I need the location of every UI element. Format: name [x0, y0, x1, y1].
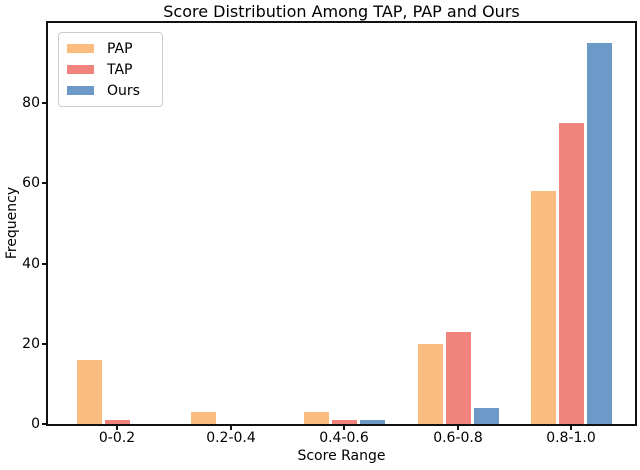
ytick-mark-0: [42, 423, 46, 425]
x-axis-label: Score Range: [297, 448, 386, 464]
ytick-label-0: 0: [31, 416, 40, 432]
chart-title: Score Distribution Among TAP, PAP and Ou…: [163, 2, 520, 21]
bar-ours-0.6-0.8: [474, 408, 499, 424]
ytick-label-40: 40: [22, 255, 40, 272]
legend-item-tap: TAP: [67, 59, 140, 80]
bar-ours-0.8-1.0: [587, 43, 612, 424]
xtick-mark-0.2-0.4: [230, 426, 232, 430]
xtick-mark-0.6-0.8: [457, 426, 459, 430]
plot-area: PAP TAP Ours: [48, 23, 635, 424]
legend-item-pap: PAP: [67, 38, 140, 59]
legend-swatch-tap: [67, 65, 94, 74]
legend: PAP TAP Ours: [58, 32, 163, 107]
bar-pap-0.2-0.4: [191, 412, 216, 424]
xtick-mark-0.8-1.0: [570, 426, 572, 430]
ytick-mark-80: [42, 102, 46, 105]
bar-pap-0.6-0.8: [418, 344, 443, 424]
xtick-label-0.4-0.6: 0.4-0.6: [319, 430, 369, 446]
xtick-mark-0-0.2: [116, 426, 118, 430]
bar-tap-0-0.2: [105, 420, 130, 424]
ytick-label-80: 80: [22, 95, 40, 112]
ytick-label-60: 60: [22, 175, 40, 192]
bar-tap-0.4-0.6: [332, 420, 357, 424]
bar-pap-0-0.2: [77, 360, 102, 424]
bar-ours-0.4-0.6: [360, 420, 385, 424]
xtick-label-0.2-0.4: 0.2-0.4: [206, 430, 256, 446]
xtick-label-0-0.2: 0-0.2: [98, 430, 136, 446]
xtick-label-0.8-1.0: 0.8-1.0: [546, 430, 596, 446]
legend-swatch-ours: [67, 86, 94, 95]
legend-swatch-pap: [67, 44, 94, 53]
ytick-mark-20: [42, 342, 46, 345]
xtick-mark-0.4-0.6: [343, 426, 345, 430]
bar-pap-0.4-0.6: [304, 412, 329, 424]
ytick-label-20: 20: [22, 335, 40, 352]
legend-label-ours: Ours: [107, 82, 140, 99]
bar-tap-0.6-0.8: [446, 332, 471, 424]
legend-item-ours: Ours: [67, 80, 140, 101]
legend-label-tap: TAP: [107, 61, 133, 78]
legend-label-pap: PAP: [107, 40, 133, 57]
y-axis-label: Frequency: [4, 186, 20, 260]
bar-tap-0.8-1.0: [559, 123, 584, 424]
plot-frame: [46, 21, 637, 426]
ytick-mark-40: [42, 262, 46, 265]
ytick-mark-60: [42, 182, 46, 185]
bar-pap-0.8-1.0: [531, 191, 556, 424]
xtick-label-0.6-0.8: 0.6-0.8: [433, 430, 483, 446]
